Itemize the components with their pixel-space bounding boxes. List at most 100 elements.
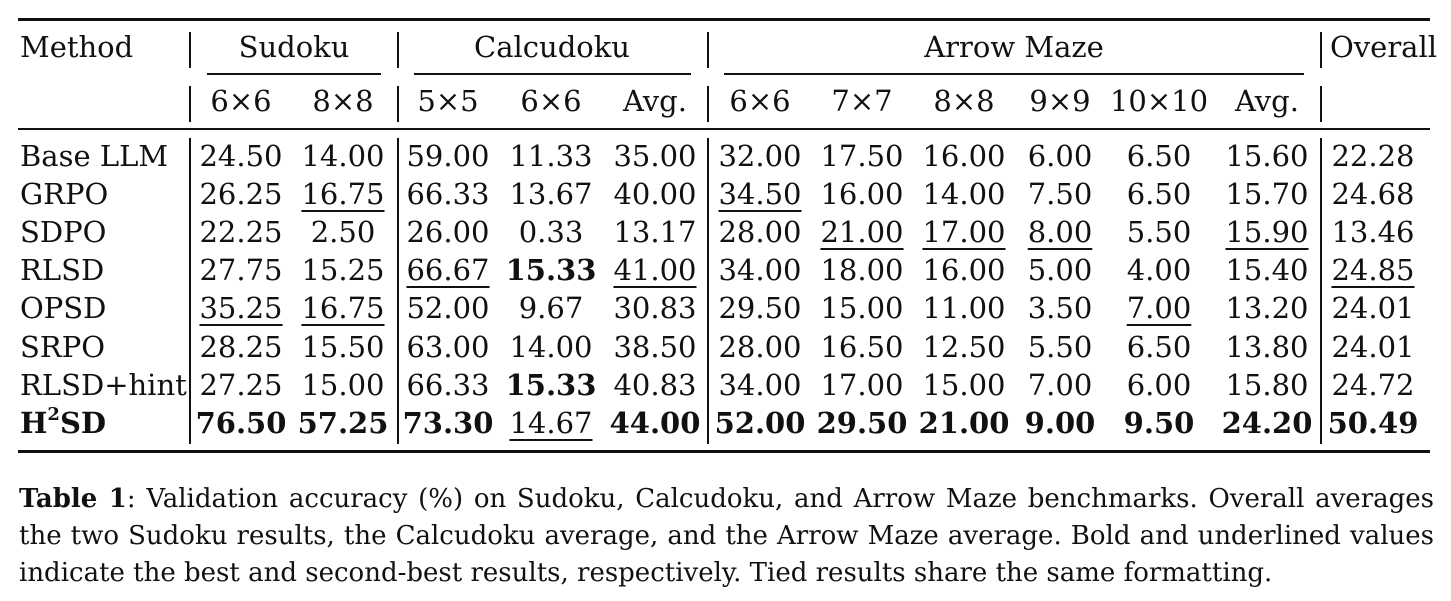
score-cell: 41.00: [613, 253, 697, 288]
score-cell: 15.60: [1225, 139, 1309, 173]
score-cell: 52.00: [406, 291, 490, 326]
score-cell: 13.67: [509, 177, 593, 212]
score-cell: 14.00: [301, 139, 385, 173]
vsep: [1320, 138, 1322, 444]
score-cell: 2.50: [310, 215, 376, 250]
score-cell: 0.33: [518, 215, 584, 250]
calcudoku-group-header: Calcudoku: [474, 30, 630, 64]
score-cell: 76.50: [195, 405, 287, 440]
subcolumn-header: 8×8: [312, 84, 374, 118]
score-cell: 52.00: [714, 405, 806, 440]
score-cell: 21.00: [918, 405, 1010, 440]
score-cell: 9.00: [1024, 405, 1096, 440]
subcolumn-header: 9×9: [1029, 84, 1091, 118]
score-cell: 30.83: [613, 291, 697, 326]
overall-header: Overall: [1330, 30, 1438, 64]
top-rule: [18, 18, 1430, 21]
method-name: GRPO: [20, 177, 109, 212]
score-cell: 16.75: [301, 177, 385, 212]
score-cell: 28.00: [718, 329, 802, 364]
score-cell: 12.50: [922, 329, 1006, 364]
score-cell: 7.00: [1126, 291, 1192, 326]
vsep: [707, 138, 709, 444]
overall-cell: 24.72: [1331, 367, 1415, 402]
score-cell: 8.00: [1027, 215, 1093, 250]
score-cell: 28.25: [199, 329, 283, 364]
vsep: [1320, 32, 1322, 68]
score-cell: 29.50: [718, 291, 802, 326]
overall-cell: 50.49: [1327, 405, 1419, 440]
vsep: [397, 138, 399, 444]
method-header: Method: [20, 30, 134, 64]
table-row: RLSD 27.75 15.25 66.67 15.33 41.00 34.00 18.00 1…: [0, 251, 1451, 289]
table-row: H2SD 76.50 57.25 73.30 14.67 44.00 52.00 29.50 2…: [0, 404, 1451, 442]
score-cell: 73.30: [402, 405, 494, 440]
score-cell: 11.00: [922, 291, 1006, 326]
score-cell: 13.80: [1225, 329, 1309, 364]
score-cell: 66.67: [406, 253, 490, 288]
subcolumn-header: 7×7: [831, 84, 893, 118]
score-cell: 5.00: [1027, 253, 1093, 288]
sudoku-cmidrule: [207, 73, 381, 75]
overall-cell: 24.68: [1331, 177, 1415, 212]
score-cell: 3.50: [1027, 291, 1093, 326]
score-cell: 34.50: [718, 177, 802, 212]
table-row: RLSD+hint 27.25 15.00 66.33 15.33 40.83 34.00 1…: [0, 366, 1451, 404]
score-cell: 26.00: [406, 215, 490, 250]
caption-label: Table 1: [19, 484, 127, 514]
method-name: SDPO: [20, 215, 107, 250]
score-cell: 63.00: [406, 329, 490, 364]
calcudoku-cmidrule: [414, 73, 691, 75]
score-cell: 15.25: [301, 253, 385, 288]
score-cell: 32.00: [718, 139, 802, 173]
score-cell: 14.00: [509, 329, 593, 364]
method-name: SRPO: [20, 329, 105, 364]
score-cell: 15.80: [1225, 367, 1309, 402]
caption-text: : Validation accuracy (%) on Sudoku, Cal…: [19, 484, 1434, 588]
score-cell: 5.50: [1126, 215, 1192, 250]
overall-cell: 24.01: [1331, 329, 1415, 364]
table-row: Base LLM 24.50 14.00 59.00 11.33 35.00 32.00 17…: [0, 137, 1451, 175]
overall-cell: 22.28: [1331, 139, 1415, 173]
overall-cell: 24.01: [1331, 291, 1415, 326]
score-cell: 34.00: [718, 367, 802, 402]
score-cell: 21.00: [820, 215, 904, 250]
score-cell: 9.50: [1123, 405, 1195, 440]
overall-cell: 13.46: [1331, 215, 1415, 250]
score-cell: 27.75: [199, 253, 283, 288]
score-cell: 14.00: [922, 177, 1006, 212]
score-cell: 7.00: [1027, 367, 1093, 402]
score-cell: 6.50: [1126, 139, 1192, 173]
bottom-rule: [18, 450, 1430, 453]
score-cell: 34.00: [718, 253, 802, 288]
score-cell: 9.67: [518, 291, 584, 326]
score-cell: 40.83: [613, 367, 697, 402]
score-cell: 57.25: [297, 405, 389, 440]
score-cell: 28.00: [718, 215, 802, 250]
score-cell: 18.00: [820, 253, 904, 288]
sudoku-group-header: Sudoku: [238, 30, 350, 64]
table-caption: Table 1: Validation accuracy (%) on Sudo…: [19, 481, 1434, 592]
score-cell: 15.00: [301, 367, 385, 402]
subcolumn-header: Avg.: [623, 84, 687, 118]
score-cell: 6.50: [1126, 329, 1192, 364]
subcolumn-header: 8×8: [933, 84, 995, 118]
subcolumn-header: 6×6: [210, 84, 272, 118]
score-cell: 35.25: [199, 291, 283, 326]
subcolumn-header: 10×10: [1109, 84, 1209, 118]
score-cell: 44.00: [609, 405, 701, 440]
score-cell: 15.70: [1225, 177, 1309, 212]
score-cell: 24.50: [199, 139, 283, 173]
method-name: H2SD: [20, 404, 107, 440]
score-cell: 22.25: [199, 215, 283, 250]
score-cell: 15.90: [1225, 215, 1309, 250]
score-cell: 40.00: [613, 177, 697, 212]
vsep: [1320, 86, 1322, 122]
score-cell: 6.00: [1027, 139, 1093, 173]
score-cell: 27.25: [199, 367, 283, 402]
vsep: [397, 86, 399, 122]
score-cell: 15.00: [922, 367, 1006, 402]
score-cell: 14.67: [509, 405, 593, 440]
table-row: GRPO 26.25 16.75 66.33 13.67 40.00 34.50 16.00 1…: [0, 175, 1451, 213]
